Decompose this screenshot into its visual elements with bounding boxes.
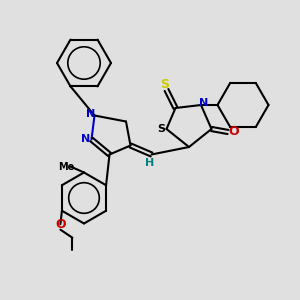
- Text: O: O: [55, 218, 66, 231]
- Text: S: S: [160, 78, 169, 91]
- Text: N: N: [200, 98, 208, 109]
- Text: N: N: [86, 109, 95, 119]
- Text: O: O: [228, 125, 239, 139]
- Text: S: S: [157, 124, 165, 134]
- Text: H: H: [146, 158, 154, 168]
- Text: N: N: [82, 134, 91, 145]
- Text: Me: Me: [58, 161, 74, 172]
